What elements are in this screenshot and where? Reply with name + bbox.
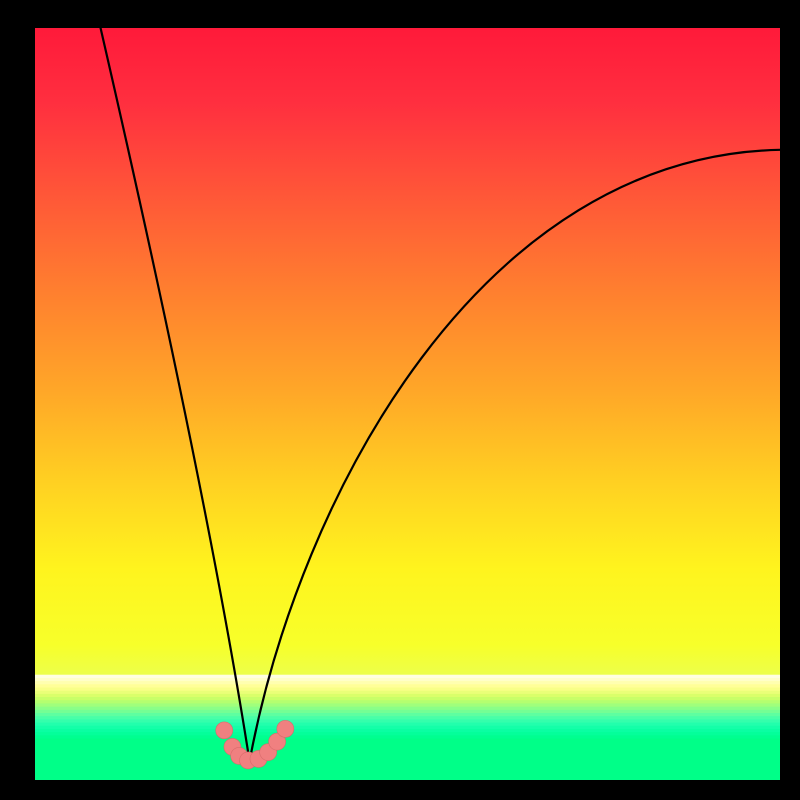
chart-container: TheBottleneck.com — [0, 0, 800, 800]
frame-top — [0, 0, 800, 28]
valley-marker — [277, 720, 294, 737]
frame-left — [0, 0, 35, 800]
gradient-background — [35, 28, 780, 780]
frame-bottom — [0, 780, 800, 800]
band-overlay — [35, 675, 780, 780]
chart-svg — [35, 28, 780, 780]
plot-area — [35, 28, 780, 780]
valley-marker — [216, 722, 233, 739]
frame-right — [780, 0, 800, 800]
